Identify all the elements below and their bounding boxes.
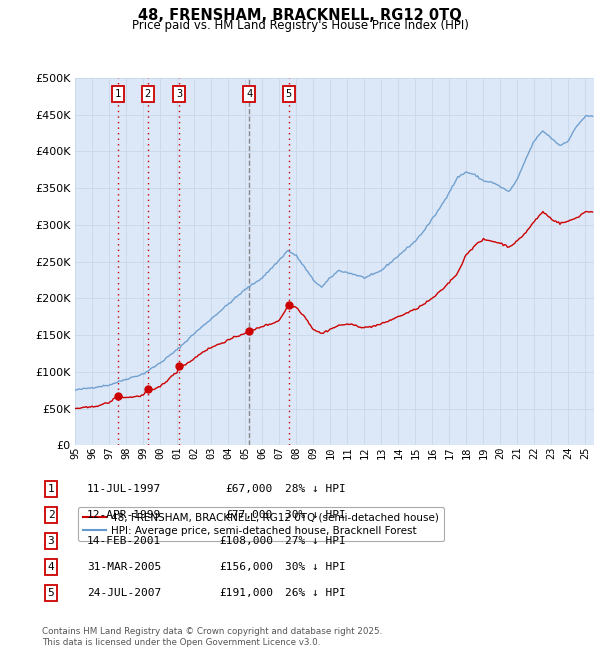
Text: 3: 3 bbox=[176, 89, 182, 99]
Text: Price paid vs. HM Land Registry's House Price Index (HPI): Price paid vs. HM Land Registry's House … bbox=[131, 20, 469, 32]
Text: 5: 5 bbox=[47, 588, 55, 598]
Text: 27% ↓ HPI: 27% ↓ HPI bbox=[285, 536, 346, 546]
Text: 28% ↓ HPI: 28% ↓ HPI bbox=[285, 484, 346, 494]
Text: 3: 3 bbox=[47, 536, 55, 546]
Text: 48, FRENSHAM, BRACKNELL, RG12 0TQ: 48, FRENSHAM, BRACKNELL, RG12 0TQ bbox=[138, 8, 462, 23]
Text: 30% ↓ HPI: 30% ↓ HPI bbox=[285, 562, 346, 572]
Text: Contains HM Land Registry data © Crown copyright and database right 2025.
This d: Contains HM Land Registry data © Crown c… bbox=[42, 627, 382, 647]
Text: 4: 4 bbox=[246, 89, 253, 99]
Text: 2: 2 bbox=[145, 89, 151, 99]
Text: 4: 4 bbox=[47, 562, 55, 572]
Text: £156,000: £156,000 bbox=[219, 562, 273, 572]
Text: 24-JUL-2007: 24-JUL-2007 bbox=[87, 588, 161, 598]
Text: 2: 2 bbox=[47, 510, 55, 520]
Text: 11-JUL-1997: 11-JUL-1997 bbox=[87, 484, 161, 494]
Text: 1: 1 bbox=[115, 89, 121, 99]
Text: £77,000: £77,000 bbox=[226, 510, 273, 520]
Text: 5: 5 bbox=[286, 89, 292, 99]
Text: 30% ↓ HPI: 30% ↓ HPI bbox=[285, 510, 346, 520]
Text: £67,000: £67,000 bbox=[226, 484, 273, 494]
Text: £191,000: £191,000 bbox=[219, 588, 273, 598]
Text: 12-APR-1999: 12-APR-1999 bbox=[87, 510, 161, 520]
Text: £108,000: £108,000 bbox=[219, 536, 273, 546]
Text: 1: 1 bbox=[47, 484, 55, 494]
Legend: 48, FRENSHAM, BRACKNELL, RG12 0TQ (semi-detached house), HPI: Average price, sem: 48, FRENSHAM, BRACKNELL, RG12 0TQ (semi-… bbox=[77, 508, 444, 541]
Text: 31-MAR-2005: 31-MAR-2005 bbox=[87, 562, 161, 572]
Text: 26% ↓ HPI: 26% ↓ HPI bbox=[285, 588, 346, 598]
Text: 14-FEB-2001: 14-FEB-2001 bbox=[87, 536, 161, 546]
